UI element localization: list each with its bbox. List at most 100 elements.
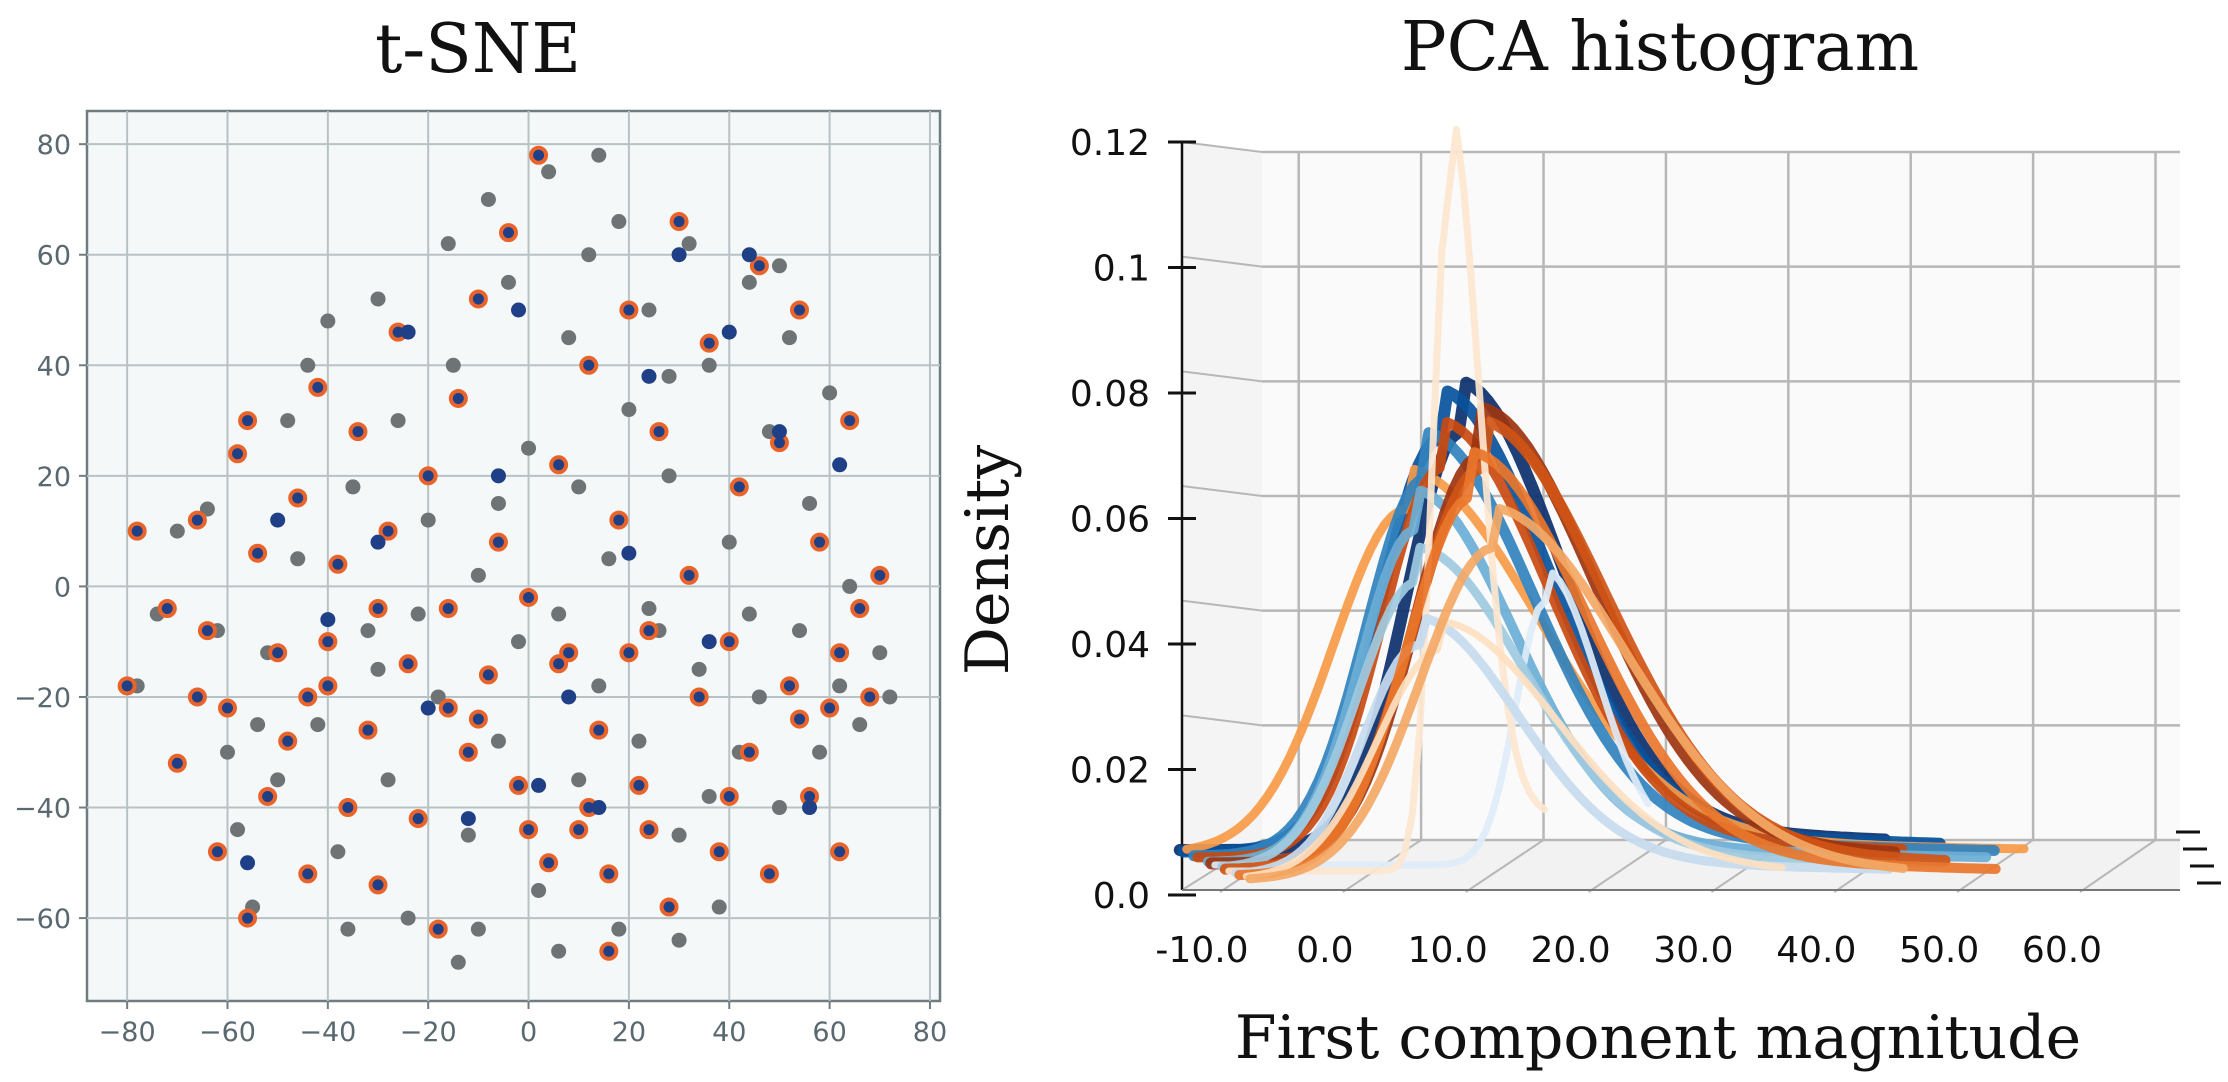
tsne-point-gray bbox=[571, 479, 587, 495]
tsne-point-navy bbox=[400, 324, 416, 340]
tsne-point-gray bbox=[852, 717, 868, 733]
tsne-x-tick-label: 20 bbox=[612, 1017, 646, 1048]
tsne-point-gray bbox=[450, 954, 466, 970]
tsne-point-gray bbox=[440, 236, 456, 252]
tsne-point-orange bbox=[850, 599, 870, 619]
tsne-point-gray bbox=[345, 479, 361, 495]
pca-x-tick-label: 10.0 bbox=[1408, 930, 1488, 971]
tsne-x-ticks: −80 −60 −40 −20 0 20 40 60 80 bbox=[99, 1001, 947, 1048]
tsne-x-tick-label: −40 bbox=[299, 1017, 356, 1048]
tsne-point-navy bbox=[591, 800, 607, 816]
tsne-point-gray bbox=[701, 788, 717, 804]
tsne-point-orange bbox=[709, 842, 729, 862]
tsne-point-orange bbox=[689, 687, 709, 707]
tsne-point-gray bbox=[741, 274, 757, 290]
tsne-point-navy bbox=[832, 457, 848, 473]
tsne-point-navy bbox=[561, 689, 577, 705]
tsne-point-gray bbox=[430, 689, 446, 705]
tsne-point-orange bbox=[519, 820, 539, 840]
tsne-y-tick-label: −60 bbox=[14, 904, 71, 935]
pca-floor-gridline bbox=[2079, 839, 2157, 893]
tsne-x-tick-label: −80 bbox=[99, 1017, 156, 1048]
tsne-y-tick-label: 80 bbox=[37, 130, 71, 161]
tsne-point-orange bbox=[248, 543, 268, 563]
tsne-point-gray bbox=[500, 274, 516, 290]
tsne-point-gray bbox=[721, 534, 737, 550]
tsne-point-gray bbox=[802, 495, 818, 511]
tsne-point-orange bbox=[759, 864, 779, 884]
tsne-point-gray bbox=[370, 661, 386, 677]
pca-density-curve bbox=[1245, 504, 1908, 884]
pca-x-tick-label: 30.0 bbox=[1653, 930, 1733, 971]
tsne-point-navy bbox=[531, 777, 547, 793]
tsne-point-gray bbox=[199, 501, 215, 517]
tsne-point-orange bbox=[448, 388, 468, 408]
tsne-x-tick-label: −60 bbox=[199, 1017, 256, 1048]
tsne-point-gray bbox=[480, 191, 496, 207]
tsne-point-gray bbox=[571, 772, 587, 788]
tsne-point-gray bbox=[621, 402, 637, 418]
tsne-point-navy bbox=[741, 247, 757, 263]
tsne-point-orange bbox=[438, 599, 458, 619]
pca-x-tick-label: 50.0 bbox=[1899, 930, 1979, 971]
tsne-point-orange bbox=[228, 444, 248, 464]
tsne-point-orange bbox=[629, 775, 649, 795]
pca-title: PCA histogram bbox=[1401, 8, 1919, 87]
tsne-point-gray bbox=[561, 330, 577, 346]
pca-side-gridline bbox=[1181, 599, 1263, 612]
pca-x-tick-label: 40.0 bbox=[1776, 930, 1856, 971]
tsne-point-navy bbox=[370, 534, 386, 550]
tsne-point-orange bbox=[318, 632, 338, 652]
tsne-y-tick-label: 0 bbox=[54, 572, 71, 603]
tsne-point-gray bbox=[631, 733, 647, 749]
tsne-point-gray bbox=[872, 645, 888, 661]
tsne-point-orange bbox=[609, 510, 629, 530]
tsne-point-orange bbox=[358, 720, 378, 740]
tsne-point-navy bbox=[621, 545, 637, 561]
tsne-point-orange bbox=[498, 223, 518, 243]
tsne-point-orange bbox=[438, 698, 458, 718]
tsne-point-orange bbox=[298, 687, 318, 707]
tsne-point-orange bbox=[378, 521, 398, 541]
tsne-point-gray bbox=[611, 921, 627, 937]
tsne-point-gray bbox=[420, 512, 436, 528]
tsne-point-orange bbox=[398, 654, 418, 674]
pca-side-gridline bbox=[1181, 714, 1263, 727]
tsne-point-orange bbox=[699, 333, 719, 353]
tsne-y-ticks: −60 −40 −20 0 20 40 60 80 bbox=[14, 130, 87, 935]
tsne-point-gray bbox=[741, 606, 757, 622]
tsne-point-orange bbox=[810, 532, 830, 552]
tsne-point-gray bbox=[541, 164, 557, 180]
tsne-point-orange bbox=[238, 908, 258, 928]
tsne-point-navy bbox=[320, 612, 336, 628]
tsne-point-orange bbox=[830, 842, 850, 862]
tsne-point-gray bbox=[310, 717, 326, 733]
tsne-point-gray bbox=[290, 551, 306, 567]
tsne-point-orange bbox=[268, 643, 288, 663]
tsne-point-orange bbox=[559, 643, 579, 663]
tsne-point-navy bbox=[771, 424, 787, 440]
pca-x-label: First component magnitude bbox=[1235, 1003, 2081, 1073]
tsne-point-orange bbox=[368, 875, 388, 895]
tsne-point-orange bbox=[288, 488, 308, 508]
tsne-point-orange bbox=[719, 632, 739, 652]
tsne-point-orange bbox=[488, 532, 508, 552]
tsne-point-gray bbox=[250, 717, 266, 733]
tsne-panel: t-SNE −80 −60 −40 −20 0 20 40 60 80 −60 −40 −20 0 20… bbox=[14, 10, 947, 1048]
tsne-point-gray bbox=[270, 772, 286, 788]
tsne-point-orange bbox=[338, 798, 358, 818]
tsne-y-tick-label: −20 bbox=[14, 683, 71, 714]
tsne-point-gray bbox=[771, 800, 787, 816]
tsne-point-orange bbox=[428, 919, 448, 939]
tsne-point-orange bbox=[328, 554, 348, 574]
tsne-point-orange bbox=[298, 864, 318, 884]
tsne-point-orange bbox=[418, 466, 438, 486]
tsne-point-orange bbox=[619, 300, 639, 320]
tsne-point-orange bbox=[870, 565, 890, 585]
tsne-point-gray bbox=[792, 623, 808, 639]
tsne-point-orange bbox=[830, 643, 850, 663]
tsne-point-orange bbox=[529, 145, 549, 165]
tsne-point-gray bbox=[832, 678, 848, 694]
tsne-point-orange bbox=[308, 377, 328, 397]
tsne-point-orange bbox=[860, 687, 880, 707]
